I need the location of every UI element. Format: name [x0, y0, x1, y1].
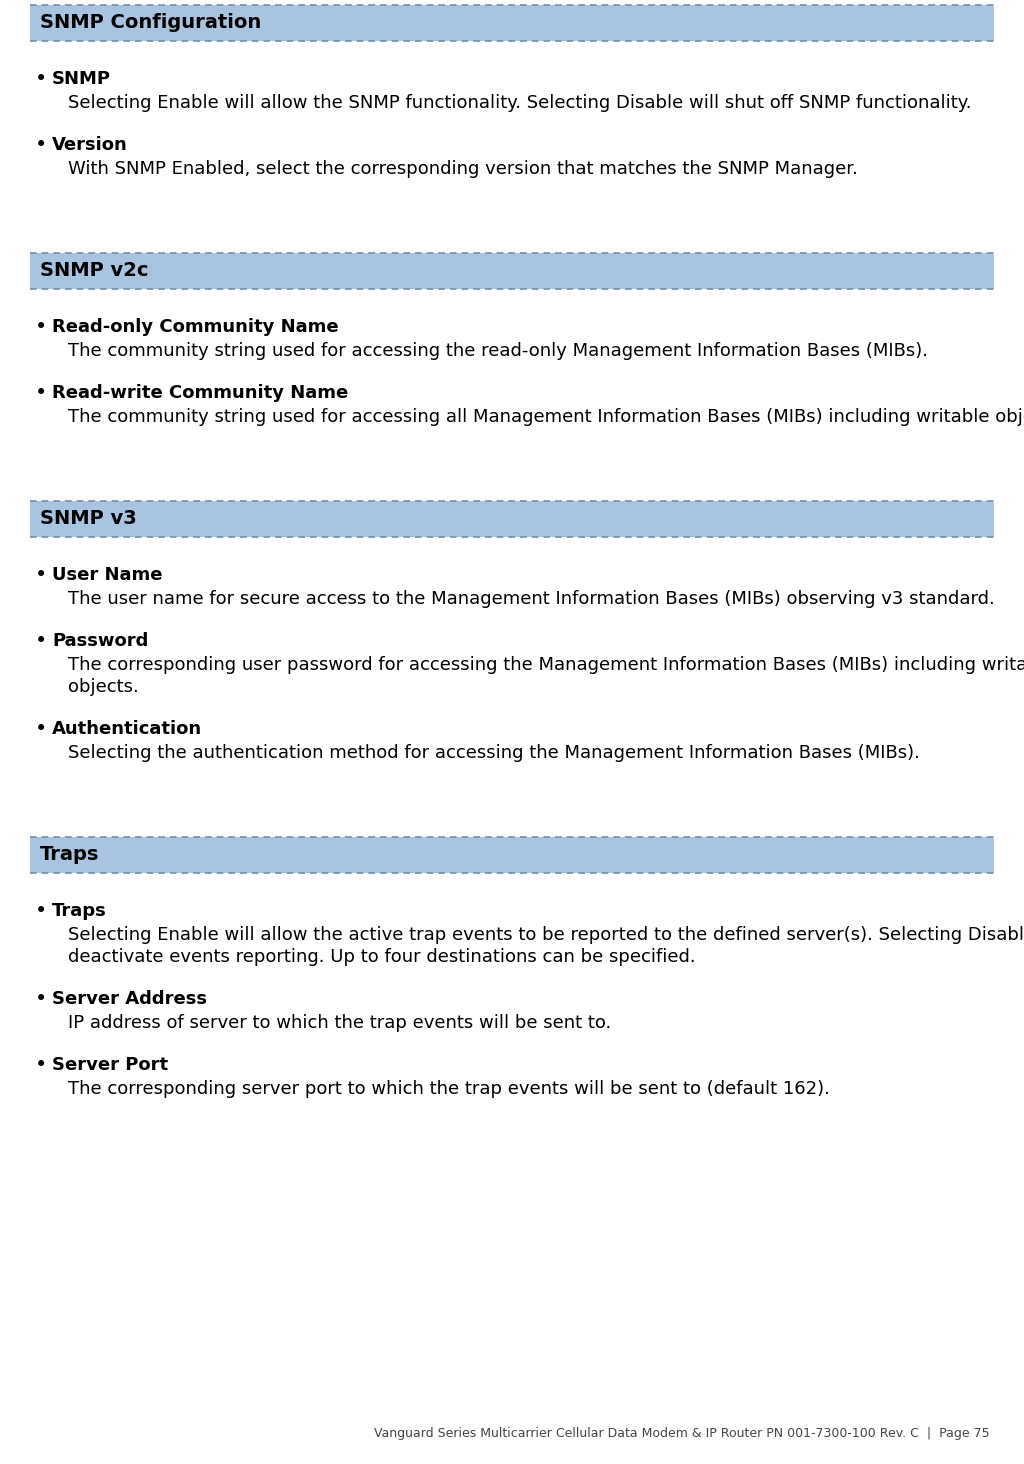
- Text: •: •: [35, 990, 47, 1009]
- Bar: [30, 253, 994, 288]
- Text: deactivate events reporting. Up to four destinations can be specified.: deactivate events reporting. Up to four …: [68, 949, 695, 966]
- Text: Server Port: Server Port: [52, 1056, 168, 1075]
- Text: SNMP: SNMP: [52, 70, 111, 88]
- Text: SNMP v3: SNMP v3: [40, 509, 137, 529]
- Text: Traps: Traps: [40, 846, 99, 865]
- Text: Vanguard Series Multicarrier Cellular Data Modem & IP Router PN 001-7300-100 Rev: Vanguard Series Multicarrier Cellular Da…: [375, 1427, 990, 1441]
- Text: User Name: User Name: [52, 567, 163, 584]
- Text: •: •: [35, 565, 47, 586]
- Text: The corresponding user password for accessing the Management Information Bases (: The corresponding user password for acce…: [68, 656, 1024, 673]
- Text: •: •: [35, 135, 47, 155]
- Text: IP address of server to which the trap events will be sent to.: IP address of server to which the trap e…: [68, 1015, 611, 1032]
- Text: •: •: [35, 69, 47, 89]
- Text: •: •: [35, 318, 47, 337]
- Text: Read-write Community Name: Read-write Community Name: [52, 384, 348, 403]
- Bar: [30, 501, 994, 537]
- Text: •: •: [35, 384, 47, 403]
- Bar: [30, 837, 994, 873]
- Text: SNMP Configuration: SNMP Configuration: [40, 13, 261, 32]
- Text: objects.: objects.: [68, 678, 138, 695]
- Text: Password: Password: [52, 632, 148, 650]
- Text: Traps: Traps: [52, 902, 106, 919]
- Bar: [30, 4, 994, 41]
- Text: Read-only Community Name: Read-only Community Name: [52, 318, 339, 337]
- Text: Server Address: Server Address: [52, 990, 207, 1009]
- Text: Version: Version: [52, 136, 128, 154]
- Text: The user name for secure access to the Management Information Bases (MIBs) obser: The user name for secure access to the M…: [68, 590, 994, 608]
- Text: Selecting Enable will allow the SNMP functionality. Selecting Disable will shut : Selecting Enable will allow the SNMP fun…: [68, 94, 972, 113]
- Text: •: •: [35, 719, 47, 739]
- Text: •: •: [35, 1056, 47, 1075]
- Text: The corresponding server port to which the trap events will be sent to (default : The corresponding server port to which t…: [68, 1080, 829, 1098]
- Text: Authentication: Authentication: [52, 720, 202, 738]
- Text: With SNMP Enabled, select the corresponding version that matches the SNMP Manage: With SNMP Enabled, select the correspond…: [68, 160, 858, 179]
- Text: •: •: [35, 900, 47, 921]
- Text: SNMP v2c: SNMP v2c: [40, 262, 148, 281]
- Text: The community string used for accessing all Management Information Bases (MIBs) : The community string used for accessing …: [68, 408, 1024, 426]
- Text: The community string used for accessing the read-only Management Information Bas: The community string used for accessing …: [68, 343, 928, 360]
- Text: •: •: [35, 631, 47, 651]
- Text: Selecting Enable will allow the active trap events to be reported to the defined: Selecting Enable will allow the active t…: [68, 927, 1024, 944]
- Text: Selecting the authentication method for accessing the Management Information Bas: Selecting the authentication method for …: [68, 744, 920, 761]
